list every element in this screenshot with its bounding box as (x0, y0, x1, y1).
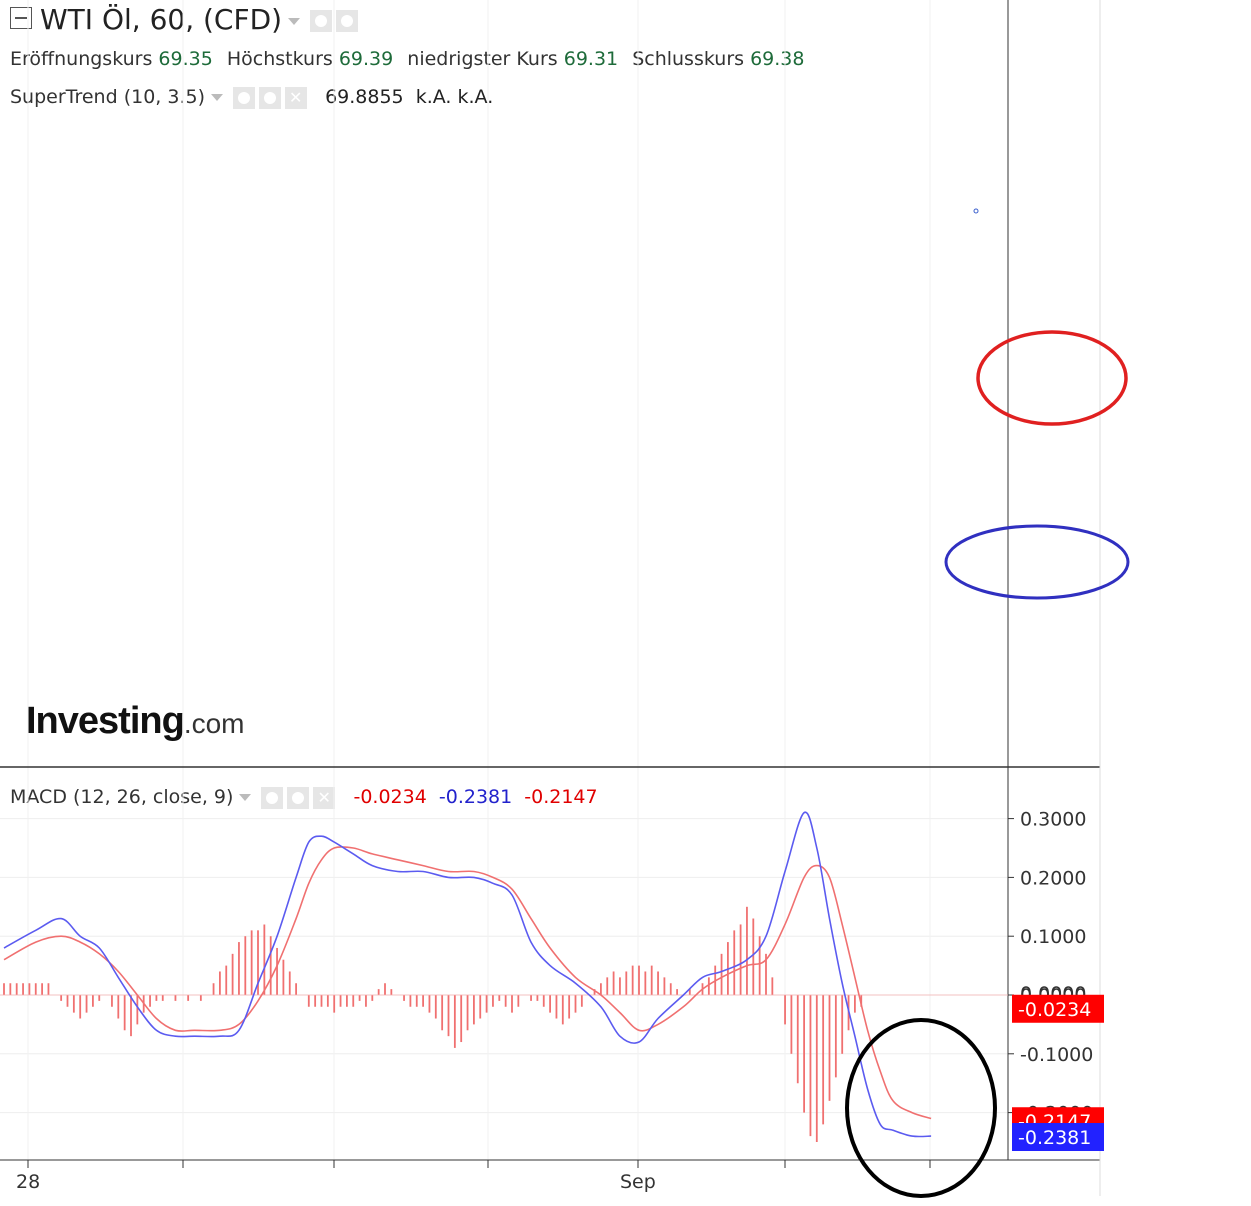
close-label: Schlusskurs (632, 48, 745, 70)
macd-line-tag: -0.2381 (1018, 1127, 1091, 1149)
macd-line-value: -0.2381 (438, 786, 513, 808)
macd-dropdown-icon[interactable] (239, 794, 252, 801)
macd-tick-label: 0.2000 (1020, 867, 1086, 889)
macd-signal-value: -0.2147 (524, 786, 598, 808)
gear-icon[interactable] (336, 10, 359, 32)
investing-logo: Investing.com (26, 700, 245, 743)
drawing-marker (973, 208, 979, 214)
low-value: 69.31 (563, 48, 619, 70)
supertrend-value: 69.8855 (325, 86, 404, 108)
macd-gear-icon[interactable] (287, 786, 310, 809)
annotation-blue-ellipse (944, 524, 1130, 600)
macd-tick-label: 0.3000 (1020, 809, 1086, 831)
chart-title: WTI Öl, 60, (CFD) (40, 3, 283, 36)
chart-header-title-row: WTI Öl, 60, (CFD) (10, 3, 362, 36)
macd-tick-label: -0.1000 (1020, 1044, 1093, 1066)
macd-signal-line (3, 846, 932, 1120)
macd-line-tag-bg (1012, 1123, 1104, 1152)
collapse-icon[interactable] (10, 7, 32, 29)
annotation-black-ellipse (845, 1018, 997, 1198)
high-label: Höchstkurs (226, 48, 333, 70)
open-label: Eröffnungskurs (10, 48, 153, 70)
macd-eye-icon[interactable] (261, 786, 284, 809)
macd-hist-tag-bg (1012, 994, 1104, 1023)
macd-hist-value: -0.0234 (353, 786, 427, 808)
supertrend-eye-icon[interactable] (233, 86, 256, 109)
annotation-red-ellipse (976, 330, 1128, 426)
time-tick-label: 28 (16, 1171, 40, 1193)
macd-line (3, 811, 932, 1138)
macd-tick-label: 0.1000 (1020, 926, 1086, 948)
supertrend-close-icon[interactable] (285, 86, 308, 109)
supertrend-label: SuperTrend (10, 3.5) (10, 86, 206, 108)
macd-legend: MACD (12, 26, close, 9) -0.0234 -0.2381 … (10, 786, 598, 809)
supertrend-dropdown-icon[interactable] (211, 94, 224, 101)
close-value: 69.38 (750, 48, 805, 70)
supertrend-legend: SuperTrend (10, 3.5) 69.8855 k.A. k.A. (10, 86, 493, 109)
supertrend-gear-icon[interactable] (259, 86, 282, 109)
supertrend-na-2: k.A. (457, 86, 494, 108)
supertrend-na-1: k.A. (415, 86, 452, 108)
macd-label: MACD (12, 26, close, 9) (10, 786, 234, 808)
logo-main: Investing (26, 700, 185, 742)
low-label: niedrigster Kurs (407, 48, 558, 70)
macd-close-icon[interactable] (313, 786, 336, 809)
time-tick-label: Sep (620, 1171, 656, 1193)
open-value: 69.35 (158, 48, 213, 70)
eye-icon[interactable] (310, 10, 333, 32)
high-value: 69.39 (338, 48, 394, 70)
title-dropdown-icon[interactable] (288, 17, 301, 25)
macd-hist-tag: -0.0234 (1018, 999, 1091, 1021)
ohlc-legend: Eröffnungskurs 69.35 Höchstkurs 69.39 ni… (10, 48, 812, 70)
logo-suffix: .com (183, 708, 245, 739)
